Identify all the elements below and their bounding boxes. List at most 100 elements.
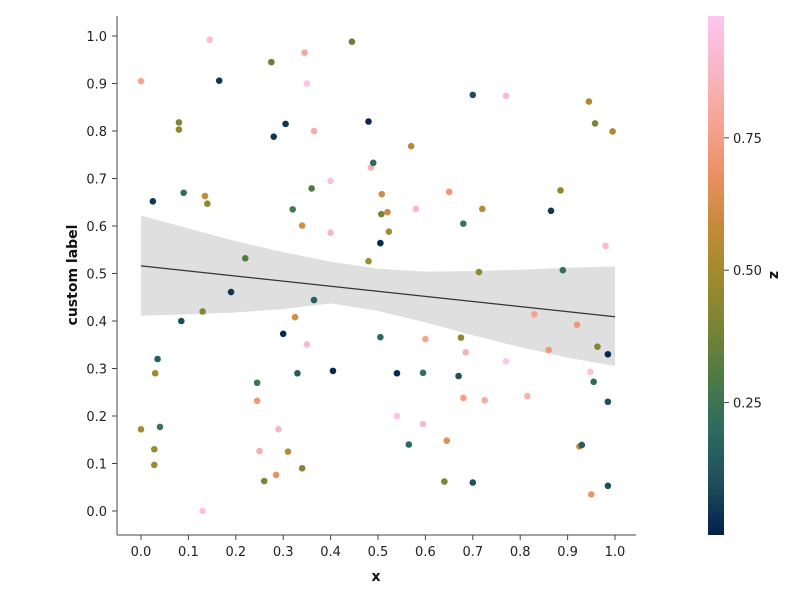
data-point — [298, 222, 306, 229]
data-point — [441, 478, 448, 485]
data-point — [478, 205, 486, 213]
data-point — [378, 210, 385, 218]
data-point — [282, 120, 289, 128]
points-layer — [137, 36, 616, 515]
colorbar-tick-label: 0.50 — [733, 264, 762, 279]
data-point — [412, 205, 420, 213]
x-tick-label: 0.2 — [225, 545, 246, 560]
data-point — [327, 229, 334, 236]
x-tick-label: 0.0 — [131, 545, 152, 560]
data-point — [175, 119, 183, 126]
data-point — [150, 461, 158, 469]
data-point — [502, 358, 510, 365]
data-point — [329, 367, 337, 375]
y-tick-label: 0.2 — [86, 410, 107, 425]
data-point — [377, 239, 384, 247]
data-point — [291, 313, 299, 321]
y-axis-title: custom label — [65, 225, 81, 326]
data-point — [545, 346, 552, 354]
data-point — [378, 190, 386, 198]
x-tick-label: 0.9 — [557, 545, 578, 560]
data-point — [175, 126, 183, 133]
data-point — [443, 437, 451, 445]
y-tick-label: 0.4 — [86, 315, 107, 330]
y-tick-label: 1.0 — [86, 30, 107, 45]
data-point — [604, 482, 612, 490]
data-point — [137, 77, 145, 85]
data-point — [279, 330, 287, 338]
data-point — [457, 334, 465, 341]
y-tick-label: 0.1 — [86, 458, 107, 473]
y-tick-label: 0.9 — [86, 78, 107, 93]
data-point — [460, 394, 467, 402]
data-point — [303, 340, 311, 348]
x-tick-label: 0.8 — [510, 545, 531, 560]
data-point — [590, 378, 597, 386]
data-point — [604, 398, 612, 406]
x-tick-label: 0.5 — [368, 545, 389, 560]
colorbar-tick-label: 0.25 — [733, 397, 762, 412]
data-point — [151, 369, 159, 377]
data-point — [588, 491, 595, 498]
data-point — [591, 120, 599, 127]
data-point — [303, 80, 311, 87]
x-axis-title: x — [371, 569, 380, 585]
y-tick-label: 0.7 — [86, 173, 107, 188]
data-point — [272, 471, 280, 479]
data-point — [253, 379, 261, 387]
data-point — [393, 412, 401, 420]
data-point — [154, 355, 161, 363]
x-ticks: 0.0 0.1 0.2 0.3 0.4 0.5 0.6 0.7 0.8 0.9 1.0 — [131, 535, 625, 560]
data-point — [587, 368, 594, 376]
x-tick-label: 0.6 — [415, 545, 436, 560]
data-point — [602, 242, 609, 250]
data-point — [215, 77, 223, 84]
data-point — [289, 206, 296, 213]
data-point — [422, 335, 429, 343]
colorbar-tick-label: 0.75 — [733, 132, 762, 147]
colorbar-bar — [708, 16, 724, 535]
data-point — [253, 397, 261, 405]
data-point — [149, 198, 157, 205]
data-point — [462, 349, 469, 356]
data-point — [201, 192, 209, 200]
regression-line — [140, 265, 616, 318]
data-point — [137, 426, 145, 433]
colorbar: 0.25 0.50 0.75 z — [708, 16, 782, 535]
data-point — [419, 369, 427, 377]
x-tick-label: 0.3 — [273, 545, 294, 560]
data-point — [559, 266, 567, 274]
y-tick-label: 0.8 — [86, 125, 107, 140]
colorbar-ticks: 0.25 0.50 0.75 — [724, 132, 762, 412]
colorbar-title: z — [766, 271, 782, 279]
data-point — [547, 207, 555, 215]
data-point — [573, 321, 581, 329]
data-point — [481, 397, 488, 404]
data-point — [385, 228, 393, 235]
data-point — [156, 423, 164, 431]
data-point — [524, 392, 531, 400]
data-point — [301, 49, 308, 56]
y-tick-label: 0.3 — [86, 363, 107, 378]
data-point — [609, 128, 616, 135]
data-point — [348, 38, 356, 45]
data-point — [206, 36, 214, 44]
data-point — [294, 369, 301, 377]
data-point — [180, 189, 187, 197]
data-point — [585, 98, 593, 105]
data-point — [199, 507, 206, 515]
axes — [116, 16, 636, 536]
data-point — [308, 185, 315, 192]
data-point — [256, 447, 263, 455]
y-ticks: 0.0 0.1 0.2 0.3 0.4 0.5 0.6 0.7 0.8 0.9 1.0 — [86, 30, 117, 520]
data-point — [310, 296, 318, 304]
x-tick-label: 0.4 — [320, 545, 341, 560]
data-point — [204, 200, 211, 207]
data-point — [177, 317, 185, 325]
data-point — [594, 343, 601, 350]
data-point — [502, 92, 510, 100]
data-point — [393, 369, 401, 377]
data-point — [445, 188, 453, 196]
data-point — [227, 288, 235, 296]
